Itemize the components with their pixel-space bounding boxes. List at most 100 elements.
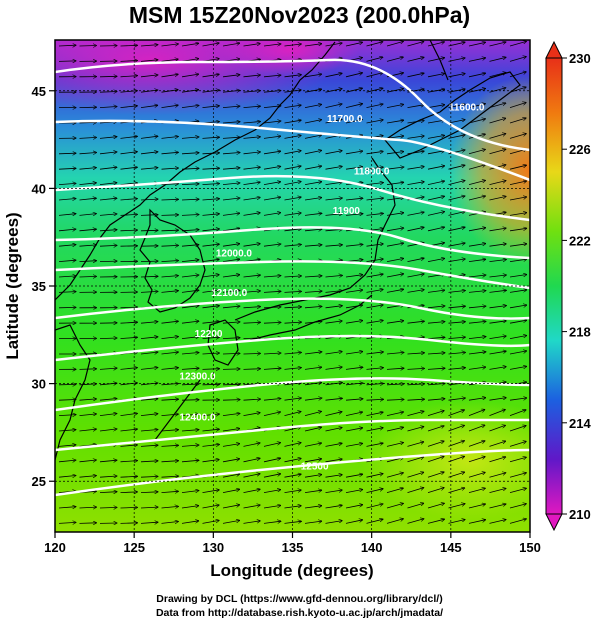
wind-arrow <box>448 337 466 339</box>
wind-arrow <box>181 43 199 47</box>
colorbar-upper-arrow <box>545 40 563 59</box>
wind-arrow <box>366 519 384 524</box>
wind-arrow <box>531 442 547 447</box>
credit-line-data: Data from http://database.rish.kyoto-u.a… <box>155 607 444 619</box>
wind-arrow <box>325 229 343 231</box>
wind-arrow <box>58 199 76 201</box>
wind-arrow <box>531 243 548 246</box>
wind-arrow <box>202 74 220 78</box>
wind-arrow <box>489 290 507 293</box>
wind-arrow <box>427 181 445 185</box>
wind-arrow <box>407 488 424 493</box>
wind-arrow <box>120 106 138 108</box>
wind-arrow <box>140 492 158 493</box>
contour-label: 12200 <box>195 329 223 340</box>
wind-arrow <box>407 182 425 185</box>
wind-arrow <box>140 152 158 154</box>
wind-arrow <box>140 136 158 139</box>
wind-arrow <box>325 245 343 246</box>
wind-arrow <box>263 151 281 155</box>
wind-arrow <box>531 228 548 231</box>
wind-arrow <box>345 520 363 524</box>
wind-arrow <box>448 306 466 308</box>
wind-arrow <box>489 134 506 139</box>
wind-arrow <box>489 103 506 108</box>
wind-arrow <box>58 214 76 216</box>
wind-arrow <box>304 427 322 432</box>
wind-arrow <box>304 213 322 216</box>
wind-arrow <box>243 275 261 277</box>
wind-arrow <box>161 522 179 524</box>
wind-arrow <box>79 460 97 462</box>
wind-arrow <box>427 472 444 478</box>
wind-arrow <box>386 198 404 201</box>
wind-arrow <box>386 258 404 262</box>
wind-arrow <box>427 212 445 216</box>
wind-arrow <box>161 491 179 492</box>
wind-arrow <box>222 369 240 370</box>
wind-arrow <box>468 165 485 170</box>
wind-arrow <box>243 44 261 47</box>
wind-arrow <box>263 197 281 201</box>
wind-arrow <box>531 166 548 170</box>
wind-arrow <box>489 473 506 478</box>
wind-arrow <box>468 58 486 62</box>
wind-arrow <box>325 166 343 170</box>
wind-arrow <box>531 102 547 107</box>
wind-arrow <box>427 426 444 432</box>
wind-arrow <box>222 474 240 478</box>
wind-arrow <box>263 244 281 247</box>
wind-arrow <box>345 399 363 400</box>
x-axis-ticks: 120 125 130 135 140 145 150 <box>44 532 541 555</box>
wind-arrow <box>99 399 117 401</box>
wind-arrow <box>325 412 343 416</box>
wind-arrow <box>99 183 117 185</box>
wind-arrow <box>509 351 527 355</box>
wind-arrow <box>58 229 76 231</box>
wind-arrow <box>99 492 117 493</box>
wind-arrow <box>325 443 343 447</box>
wind-arrow <box>99 245 117 246</box>
y-axis-title: Latitude (degrees) <box>3 212 22 359</box>
wind-arrow <box>509 488 526 493</box>
wind-arrow <box>284 276 302 277</box>
wind-arrow <box>202 90 220 93</box>
contour-line <box>55 297 530 320</box>
wind-arrow <box>58 61 76 62</box>
wind-arrow <box>161 399 179 400</box>
wind-arrow <box>243 413 261 416</box>
wind-arrow <box>263 276 281 277</box>
wind-arrow <box>304 475 322 478</box>
wind-arrow <box>140 230 158 231</box>
wind-arrow <box>202 414 220 416</box>
wind-arrow <box>222 168 240 169</box>
wind-arrow <box>140 168 158 170</box>
wind-arrow <box>284 44 302 46</box>
wind-arrow <box>407 73 425 78</box>
wind-arrow <box>140 276 158 277</box>
wind-arrow <box>120 183 138 185</box>
wind-arrow <box>448 104 466 108</box>
wind-arrow <box>181 230 199 231</box>
wind-arrow <box>531 367 548 370</box>
wind-arrow <box>181 306 199 309</box>
wind-arrow <box>284 245 302 247</box>
wind-arrow <box>202 369 220 370</box>
wind-arrow <box>325 367 343 370</box>
wind-arrow <box>284 182 302 185</box>
wind-arrow <box>345 428 363 432</box>
wind-arrow <box>140 75 158 77</box>
wind-arrow <box>99 107 117 108</box>
wind-arrow <box>79 245 97 246</box>
wind-arrow <box>161 184 179 185</box>
wind-arrow <box>325 505 343 509</box>
wind-arrow <box>489 441 506 447</box>
wind-arrow <box>386 136 404 139</box>
contour-label: 11700.0 <box>327 114 363 125</box>
coastline-ryukyu <box>154 379 201 441</box>
wind-arrow <box>531 71 547 77</box>
wind-arrow <box>325 321 343 324</box>
wind-arrow <box>345 412 363 416</box>
wind-arrow <box>531 274 548 277</box>
wind-arrow <box>304 150 322 155</box>
